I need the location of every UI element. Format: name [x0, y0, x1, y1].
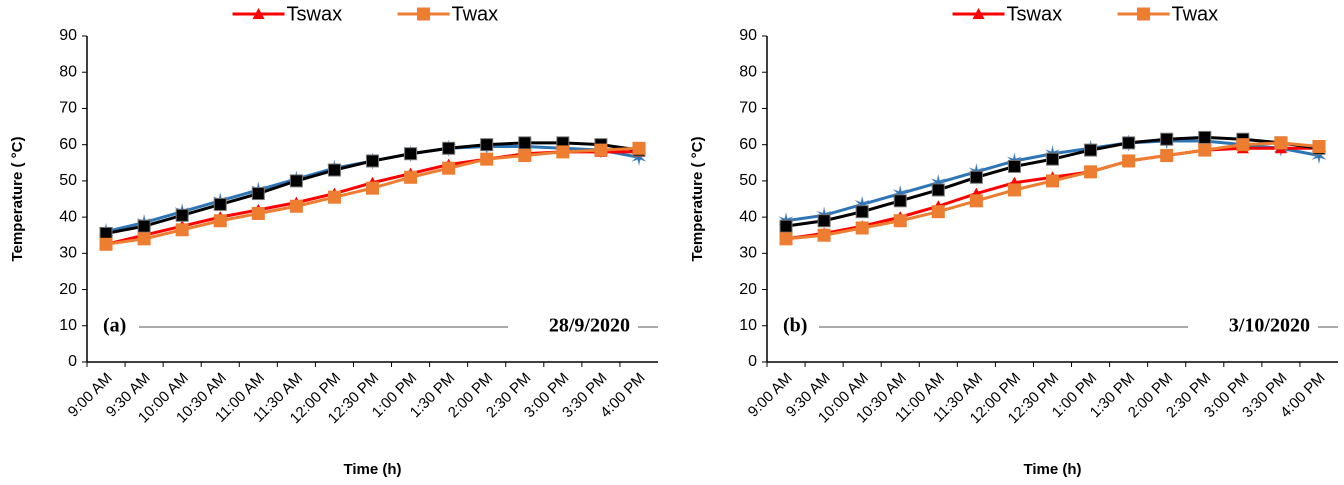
legend-marker [252, 8, 265, 19]
legend-marker [972, 8, 985, 19]
point [327, 163, 341, 177]
point [518, 149, 532, 163]
point [969, 194, 983, 208]
legend-label: Tswax [1007, 3, 1063, 25]
y-tick-label: 50 [739, 172, 757, 189]
y-tick-label: 10 [59, 317, 77, 334]
y-tick-label: 80 [739, 63, 757, 80]
point [480, 138, 494, 152]
y-tick-label: 80 [59, 63, 77, 80]
y-tick-label: 20 [739, 281, 757, 298]
point [817, 214, 831, 228]
point [779, 232, 793, 246]
point [1198, 130, 1212, 144]
point [213, 214, 227, 228]
point [594, 143, 608, 157]
legend-label: Twax [1172, 3, 1219, 25]
y-tick-label: 30 [59, 245, 77, 262]
point [251, 187, 265, 201]
point [442, 141, 456, 155]
point [175, 223, 189, 237]
point [442, 161, 456, 175]
point [632, 141, 646, 155]
legend-label: Tswax [287, 3, 343, 25]
point [327, 190, 341, 204]
point [1312, 139, 1326, 153]
point [817, 228, 831, 242]
y-tick-label: 0 [748, 353, 757, 370]
y-axis-title: Temperature ( °C) [9, 137, 26, 262]
point [1122, 136, 1136, 150]
point [1007, 183, 1021, 197]
point [1274, 136, 1288, 150]
y-tick-label: 90 [739, 27, 757, 44]
point [893, 194, 907, 208]
y-tick-label: 10 [739, 317, 757, 334]
point [1084, 143, 1098, 157]
point [366, 181, 379, 195]
x-axis-title: Time (h) [343, 461, 401, 478]
point [1198, 143, 1212, 157]
point [1046, 174, 1059, 188]
y-tick-label: 70 [59, 100, 77, 117]
point [969, 170, 983, 184]
date-label: 3/10/2020 [1229, 315, 1310, 337]
point [99, 237, 113, 251]
y-tick-label: 40 [59, 208, 77, 225]
panel-label: (b) [783, 315, 807, 337]
y-tick-label: 30 [739, 245, 757, 262]
legend-label: Twax [452, 3, 499, 25]
point [480, 152, 494, 166]
y-tick-label: 90 [59, 27, 77, 44]
point [855, 221, 869, 235]
y-tick-label: 60 [739, 136, 757, 153]
point [175, 208, 189, 222]
y-axis-title: Temperature ( °C) [689, 137, 706, 262]
point [289, 174, 303, 188]
point [366, 154, 379, 168]
point [931, 183, 945, 197]
point [518, 136, 532, 150]
point [931, 205, 945, 219]
point [1122, 154, 1136, 168]
point [251, 206, 265, 220]
y-tick-label: 40 [739, 208, 757, 225]
point [1046, 152, 1059, 166]
y-tick-label: 0 [68, 353, 77, 370]
date-label: 28/9/2020 [549, 315, 630, 337]
point [1160, 149, 1174, 163]
y-tick-label: 20 [59, 281, 77, 298]
point [779, 219, 793, 233]
point [137, 232, 151, 246]
y-tick-label: 60 [59, 136, 77, 153]
y-tick-label: 50 [59, 172, 77, 189]
point [1311, 147, 1327, 164]
y-tick-label: 70 [739, 100, 757, 117]
legend-marker [417, 7, 430, 21]
panel-label: (a) [103, 315, 126, 337]
point [1007, 159, 1021, 173]
point [556, 145, 570, 159]
point [137, 219, 151, 233]
point [1160, 132, 1174, 146]
point [855, 205, 869, 219]
point [1236, 138, 1250, 152]
x-axis-title: Time (h) [1023, 461, 1081, 478]
point [99, 226, 113, 240]
point [893, 214, 907, 228]
point [289, 199, 303, 213]
point [1084, 165, 1098, 179]
point [404, 147, 418, 161]
legend-marker [1137, 7, 1150, 21]
point [404, 170, 418, 184]
point [213, 197, 227, 211]
